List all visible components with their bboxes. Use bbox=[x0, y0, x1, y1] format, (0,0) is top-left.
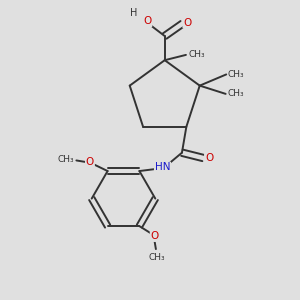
Text: H: H bbox=[130, 8, 137, 18]
Text: CH₃: CH₃ bbox=[188, 50, 205, 59]
Text: O: O bbox=[143, 16, 152, 26]
Text: CH₃: CH₃ bbox=[228, 70, 244, 79]
Text: CH₃: CH₃ bbox=[227, 89, 244, 98]
Text: O: O bbox=[205, 153, 213, 163]
Text: O: O bbox=[86, 157, 94, 166]
Text: HN: HN bbox=[155, 162, 170, 172]
Text: CH₃: CH₃ bbox=[57, 155, 74, 164]
Text: O: O bbox=[151, 231, 159, 241]
Text: O: O bbox=[183, 17, 191, 28]
Text: CH₃: CH₃ bbox=[149, 253, 165, 262]
